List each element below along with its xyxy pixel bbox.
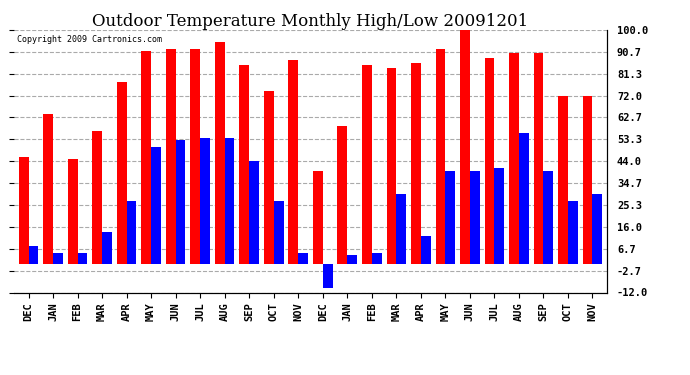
Bar <box>102 231 112 264</box>
Title: Outdoor Temperature Monthly High/Low 20091201: Outdoor Temperature Monthly High/Low 200… <box>92 13 529 30</box>
Bar <box>288 60 298 264</box>
Text: Copyright 2009 Cartronics.com: Copyright 2009 Cartronics.com <box>17 35 161 44</box>
Bar <box>176 140 186 264</box>
Bar <box>43 114 53 264</box>
Bar <box>141 51 151 264</box>
Bar <box>53 253 63 264</box>
Bar <box>215 42 225 264</box>
Bar <box>509 54 519 264</box>
Bar <box>582 96 593 264</box>
Bar <box>298 253 308 264</box>
Bar <box>372 253 382 264</box>
Bar <box>166 49 176 264</box>
Bar <box>190 49 200 264</box>
Bar <box>470 171 480 264</box>
Bar <box>347 255 357 264</box>
Bar <box>386 68 396 264</box>
Bar <box>239 65 249 264</box>
Bar <box>323 264 333 288</box>
Bar <box>19 157 28 264</box>
Bar <box>313 171 323 264</box>
Bar <box>460 30 470 264</box>
Bar <box>249 161 259 264</box>
Bar <box>337 126 347 264</box>
Bar <box>396 194 406 264</box>
Bar <box>362 65 372 264</box>
Bar <box>28 246 39 264</box>
Bar <box>593 194 602 264</box>
Bar <box>558 96 568 264</box>
Bar <box>533 54 544 264</box>
Bar <box>544 171 553 264</box>
Bar <box>435 49 445 264</box>
Bar <box>117 82 126 264</box>
Bar <box>77 253 88 264</box>
Bar <box>92 131 102 264</box>
Bar <box>264 91 274 264</box>
Bar <box>200 138 210 264</box>
Bar <box>445 171 455 264</box>
Bar <box>274 201 284 264</box>
Bar <box>568 201 578 264</box>
Bar <box>411 63 421 264</box>
Bar <box>126 201 137 264</box>
Bar <box>225 138 235 264</box>
Bar <box>495 168 504 264</box>
Bar <box>519 133 529 264</box>
Bar <box>484 58 495 264</box>
Bar <box>151 147 161 264</box>
Bar <box>68 159 77 264</box>
Bar <box>421 236 431 264</box>
